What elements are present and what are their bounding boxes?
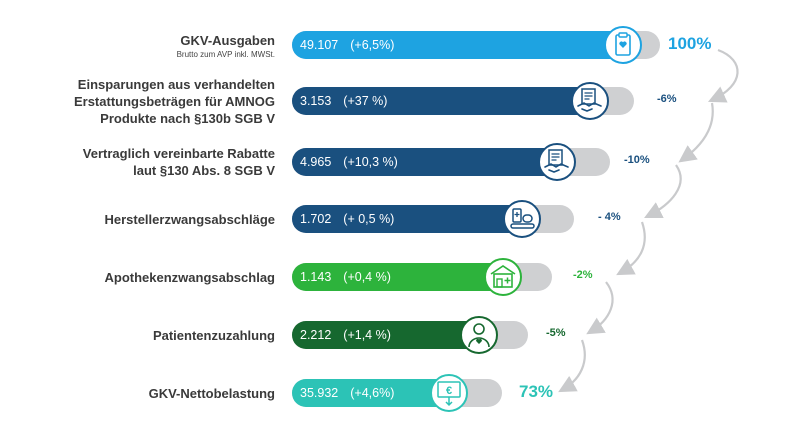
bar-value: 35.932 [300,386,339,400]
pharmacy-building-icon [484,258,522,296]
bar [292,148,565,176]
percent-label: 73% [519,382,554,401]
row-label: GKV-Ausgaben Brutto zum AVP inkl. MWSt. [177,32,275,61]
bar-change: (+37 %) [343,94,388,108]
percent-label: -5% [546,327,566,339]
flow-arrow [558,339,586,393]
row-label-line: Herstellerzwangsabschläge [104,211,275,227]
bar [292,205,535,233]
bar-value: 49.107 [300,38,339,52]
row-label: GKV-Nettobelastung [149,385,275,402]
flow-arrow [707,48,739,103]
flow-arrow [644,164,682,218]
percent-label: 100% [668,34,712,53]
bar-value: 1.143 [300,270,332,284]
row-label-line: Apothekenzwangsabschlag [104,269,275,285]
handshake-document-icon [571,82,609,120]
bar-value-label: 1.702 (+ 0,5 %) [300,205,394,233]
percent-label: -6% [657,93,677,105]
bar-value-label: 49.107 (+6,5%) [300,31,394,59]
row-label-line: Patientenzuzahlung [152,327,275,343]
row-label: Vertraglich vereinbarte Rabatte laut §130… [83,145,275,179]
row-label: Herstellerzwangsabschläge [104,211,275,228]
row-label: Einsparungen aus verhandelten Erstattungs… [74,76,275,127]
patient-heart-icon [460,316,498,354]
bar-value-label: 1.143 (+0,4 %) [300,263,391,291]
bar-value-label: 3.153 (+37 %) [300,87,387,115]
bar-change: (+6,5%) [350,38,395,52]
row-label-line: Erstattungsbeträgen für AMNOG [73,93,275,109]
svg-text:€: € [446,385,452,397]
row-label: Apothekenzwangsabschlag [105,269,275,286]
bar-change: (+0,4 %) [343,270,391,284]
row-label-line: Produkte nach §130b SGB V [100,110,275,126]
percent-label: -2% [573,269,593,281]
flow-arrow [616,221,646,276]
percent-label: -10% [624,154,650,166]
row-sublabel: Brutto zum AVP inkl. MWSt. [176,49,275,59]
bar-change: (+ 0,5 %) [343,212,395,226]
medicine-conveyor-icon [503,200,541,238]
flow-arrow [678,102,714,163]
bar-value-label: 4.965 (+10,3 %) [300,148,398,176]
row-label: Patientenzuzahlung [153,327,275,344]
handshake-document-icon [538,143,576,181]
bar [292,263,517,291]
row-label-line: laut §130 Abs. 8 SGB V [133,163,275,178]
row-label-line: GKV-Ausgaben [180,32,275,48]
bar-value-label: 2.212 (+1,4 %) [300,321,391,349]
flow-arrow [586,281,614,335]
percent-label: - 4% [598,211,621,223]
bar-value: 1.702 [300,212,332,226]
row-label-line: GKV-Nettobelastung [148,385,275,401]
bar [292,321,485,349]
bar-change: (+10,3 %) [343,155,398,169]
bar-value: 3.153 [300,94,332,108]
bar-change: (+1,4 %) [343,328,391,342]
euro-download-icon: € [430,374,468,412]
bar-value: 2.212 [300,328,332,342]
bar-value-label: 35.932 (+4,6%) [300,379,394,407]
clipboard-heart-icon [604,26,642,64]
bar [292,87,595,115]
bar-change: (+4,6%) [350,386,395,400]
bar-value: 4.965 [300,155,332,169]
row-label-line: Vertraglich vereinbarte Rabatte [82,146,275,161]
bar [292,31,637,59]
row-label-line: Einsparungen aus verhandelten [77,76,275,92]
